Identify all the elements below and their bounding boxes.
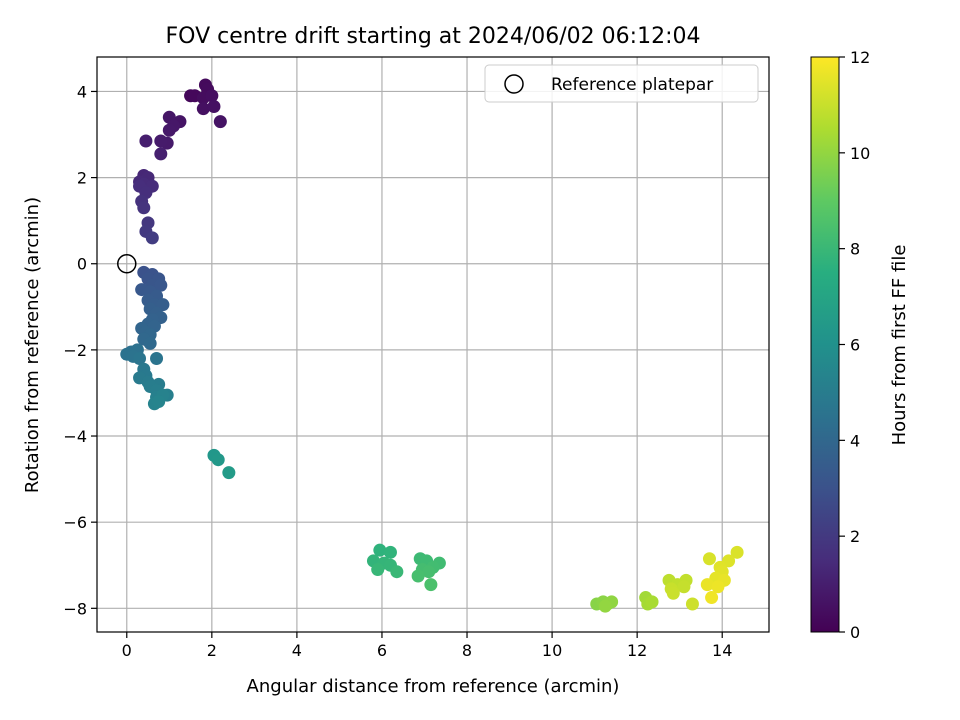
y-tick-label: −8: [63, 599, 87, 618]
y-tick-label: 0: [77, 255, 87, 274]
data-point: [685, 597, 699, 611]
scatter-points: [120, 78, 744, 613]
legend-box: [484, 64, 759, 103]
y-tick-label: −4: [63, 427, 87, 446]
data-point: [152, 395, 166, 409]
colorbar-tick-label: 8: [850, 240, 860, 259]
x-tick-label: 10: [542, 641, 562, 660]
data-point: [162, 123, 176, 137]
data-point: [211, 453, 225, 467]
data-point: [139, 134, 153, 148]
y-tick-label: −2: [63, 341, 87, 360]
data-point: [677, 580, 691, 594]
x-tick-label: 4: [292, 641, 302, 660]
data-point: [222, 466, 236, 480]
data-point: [150, 351, 164, 365]
data-point: [666, 586, 680, 600]
y-tick-label: 4: [77, 82, 87, 101]
colorbar-tick-label: 12: [850, 48, 870, 67]
data-point: [705, 591, 719, 605]
data-point: [154, 278, 168, 292]
x-tick-label: 8: [462, 641, 472, 660]
data-point: [424, 578, 438, 592]
data-point: [383, 545, 397, 559]
plot-frame: [96, 56, 770, 633]
x-axis-label: Angular distance from reference (arcmin): [247, 676, 620, 697]
data-point: [133, 351, 147, 365]
colorbar-tick-label: 0: [850, 623, 860, 642]
colorbar-ticks: 0 2 4 6 8 10 12: [839, 48, 870, 642]
x-tick-label: 2: [207, 641, 217, 660]
legend-marker: [504, 74, 524, 94]
data-point: [154, 147, 168, 161]
y-axis-label: Rotation from reference (arcmin): [22, 197, 43, 493]
data-point: [390, 565, 404, 579]
data-point: [702, 552, 716, 566]
colorbar-gradient: [810, 56, 840, 633]
y-tick-label: 2: [77, 169, 87, 188]
x-tick-label: 14: [712, 641, 732, 660]
colorbar-tick-label: 4: [850, 431, 860, 450]
data-point: [373, 543, 387, 557]
y-tick-label: −6: [63, 513, 87, 532]
data-point: [213, 115, 227, 129]
x-axis-ticks: 0 2 4 6 8 10 12 14: [122, 632, 732, 660]
colorbar-tick-label: 10: [850, 144, 870, 163]
data-point: [154, 134, 168, 148]
grid-lines: [97, 57, 769, 632]
data-point: [711, 580, 725, 594]
data-point: [371, 563, 385, 577]
legend: Reference platepar: [484, 64, 759, 103]
data-point: [145, 231, 159, 245]
data-point: [207, 100, 221, 114]
chart-title: FOV centre drift starting at 2024/06/02 …: [166, 24, 701, 49]
data-point: [700, 578, 714, 592]
legend-entry-reference-platepar: Reference platepar: [551, 75, 713, 95]
colorbar-label: Hours from first FF file: [889, 245, 910, 446]
data-point: [143, 336, 157, 350]
x-tick-label: 6: [377, 641, 387, 660]
data-point: [598, 599, 612, 613]
data-point: [422, 565, 436, 579]
data-point: [196, 102, 210, 116]
colorbar: 0 2 4 6 8 10 12 Hours from first FF file: [810, 48, 910, 642]
colorbar-tick-label: 6: [850, 336, 860, 355]
reference-platepar-marker: [117, 253, 137, 274]
data-point: [730, 545, 744, 559]
data-point: [411, 569, 425, 583]
data-point: [205, 89, 219, 103]
x-tick-label: 0: [122, 641, 132, 660]
colorbar-tick-label: 2: [850, 527, 860, 546]
x-tick-label: 12: [627, 641, 647, 660]
y-axis-ticks: −8 −6 −4 −2 0 2 4: [63, 82, 97, 618]
data-point: [645, 595, 659, 609]
data-point: [137, 201, 151, 215]
